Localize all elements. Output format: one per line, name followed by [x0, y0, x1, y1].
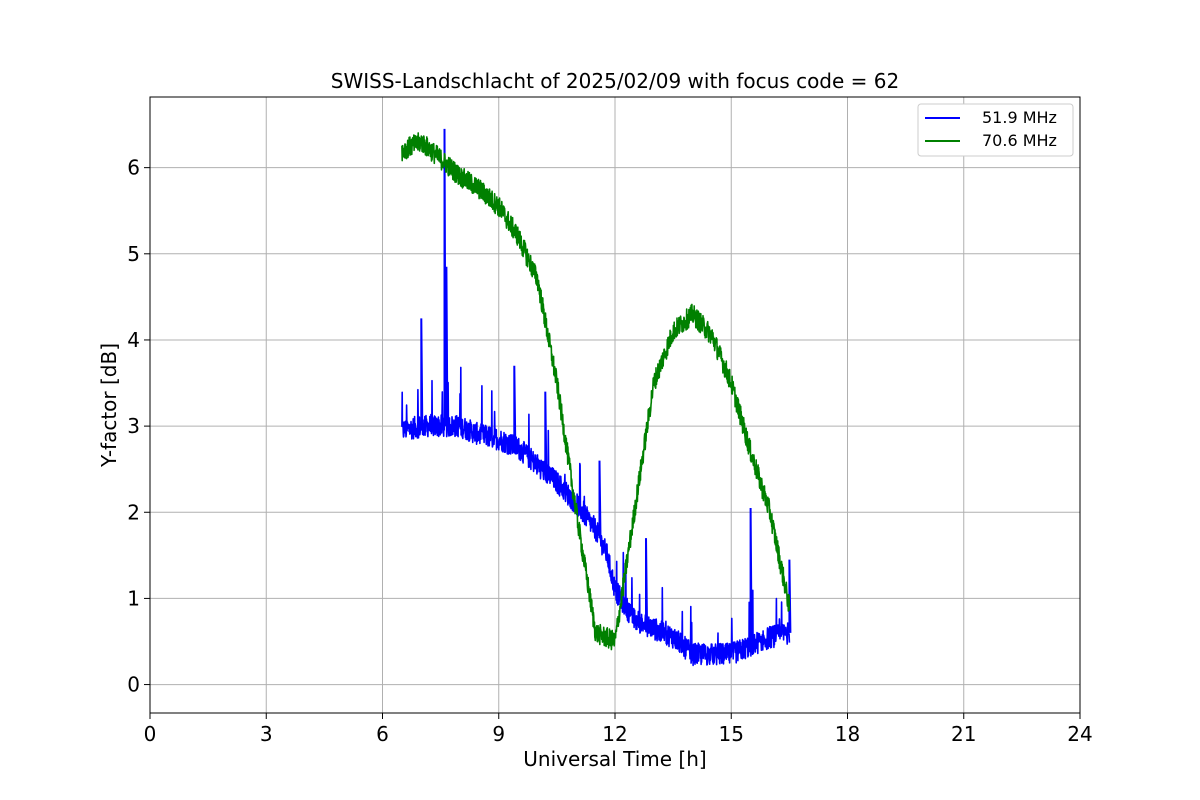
- y-tick-label: 3: [127, 414, 140, 438]
- x-tick-label: 21: [951, 722, 976, 746]
- series-spike-51-9: [544, 391, 548, 472]
- x-tick-label: 9: [492, 722, 505, 746]
- series-spike-51-9: [598, 460, 602, 539]
- series-line-51-9: [401, 366, 791, 667]
- y-axis-label: Y-factor [dB]: [97, 343, 121, 468]
- y-tick-label: 5: [127, 242, 140, 266]
- x-tick-label: 15: [719, 722, 744, 746]
- legend: 51.9 MHz 70.6 MHz: [917, 103, 1074, 157]
- series-line-70-6: [401, 132, 791, 651]
- series-spike-51-9: [513, 365, 517, 446]
- x-tick-label: 6: [376, 722, 389, 746]
- series-spike-51-9: [749, 507, 753, 646]
- x-axis-label: Universal Time [h]: [523, 747, 706, 771]
- series-spike-51-9: [443, 253, 447, 427]
- legend-label-51-9: 51.9 MHz: [982, 108, 1057, 127]
- y-tick-label: 6: [127, 156, 140, 180]
- y-tick-label: 4: [127, 328, 140, 352]
- x-tick-label: 12: [602, 722, 627, 746]
- legend-label-70-6: 70.6 MHz: [982, 131, 1057, 150]
- series-spike-51-9: [445, 266, 449, 427]
- x-tick-label: 3: [260, 722, 273, 746]
- y-tick-label: 1: [127, 586, 140, 610]
- x-tick-label: 18: [835, 722, 860, 746]
- x-axis: 0 3 6 9 12 15 18 21 24: [144, 713, 1093, 746]
- series-layer: [401, 128, 792, 667]
- chart-title: SWISS-Landschlacht of 2025/02/09 with fo…: [331, 69, 899, 93]
- x-tick-label: 24: [1067, 722, 1092, 746]
- y-axis: 0 1 2 3 4 5 6: [127, 156, 150, 697]
- x-tick-label: 0: [144, 722, 157, 746]
- y-tick-label: 0: [127, 673, 140, 697]
- y-tick-label: 2: [127, 500, 140, 524]
